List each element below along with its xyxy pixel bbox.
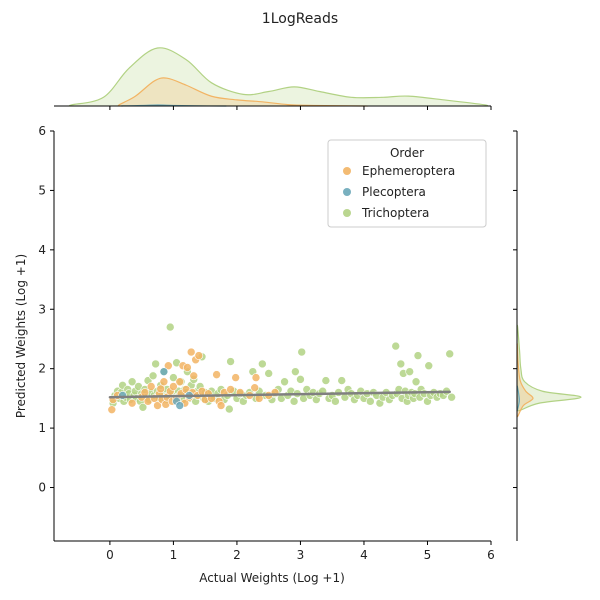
axes: 0 1 2 3 4 5 6 0 1 2 3 4 5 6 [38,124,494,562]
data-point-ephemeroptera [156,384,166,394]
legend-label-trichoptera: Trichoptera [361,206,429,220]
data-point-trichoptera [445,349,455,359]
y-tick-label: 0 [38,481,46,495]
top-density-trichoptera [68,47,489,107]
legend-marker-plecoptera [343,188,351,196]
data-point-ephemeroptera [175,377,185,387]
data-point-trichoptera [264,369,273,378]
legend-label-plecoptera: Plecoptera [362,185,426,199]
x-tick-label: 1 [170,548,178,562]
legend-title: Order [390,146,424,160]
data-point-trichoptera [396,359,406,369]
y-tick-label: 6 [38,124,46,138]
data-point-trichoptera [297,347,307,357]
y-tick-label: 5 [38,183,46,197]
legend-marker-ephemeroptera [343,167,351,175]
scatter-points [107,322,456,414]
x-tick-label: 2 [233,548,241,562]
x-tick-label: 3 [297,548,305,562]
data-point-trichoptera [165,322,175,332]
data-point-ephemeroptera [127,398,137,408]
top-density-ephemeroptera [117,77,369,107]
legend-label-ephemeroptera: Ephemeroptera [362,164,455,178]
data-point-plecoptera [159,367,169,376]
data-point-ephemeroptera [159,377,169,387]
data-point-ephemeroptera [186,347,196,357]
data-point-ephemeroptera [164,361,173,371]
data-point-trichoptera [289,397,299,406]
data-point-trichoptera [296,375,305,384]
legend-box [327,139,487,228]
data-point-trichoptera [321,376,331,385]
data-point-trichoptera [366,397,375,406]
data-point-trichoptera [424,361,434,371]
right-marginal-density [513,130,582,541]
data-point-trichoptera [337,376,347,385]
data-point-ephemeroptera [146,382,156,391]
data-point-ephemeroptera [169,382,178,391]
data-point-trichoptera [447,392,456,402]
chart-title: 1LogReads [262,11,338,27]
data-point-trichoptera [148,371,158,381]
regression-line [108,390,451,399]
top-marginal-density [54,47,492,110]
data-point-ephemeroptera [194,351,204,360]
data-point-trichoptera [280,377,289,387]
data-point-ephemeroptera [140,388,150,397]
data-point-ephemeroptera [189,371,199,381]
data-point-trichoptera [405,367,414,376]
data-point-trichoptera [127,377,137,387]
y-axis-label: Predicted Weights (Log +1) [14,254,28,418]
data-point-trichoptera [169,373,178,382]
scatter-plot-area: 0 1 2 3 4 5 6 0 1 2 3 4 5 6 [38,124,494,562]
x-tick-label: 5 [424,548,432,562]
data-point-trichoptera [225,404,234,414]
data-point-trichoptera [413,351,423,360]
data-point-ephemeroptera [231,373,240,382]
x-axis-label: Actual Weights (Log +1) [199,571,345,585]
data-point-ephemeroptera [226,385,235,394]
data-point-trichoptera [151,359,160,369]
regression-line-group [108,390,451,399]
legend: Order Ephemeroptera Plecoptera Trichoptera [327,139,487,228]
y-tick-label: 1 [38,421,46,435]
data-point-ephemeroptera [251,373,261,382]
data-point-trichoptera [391,341,401,351]
data-point-ephemeroptera [183,363,192,372]
data-point-plecoptera [175,401,185,410]
x-tick-label: 6 [487,548,495,562]
data-point-ephemeroptera [153,401,162,410]
data-point-trichoptera [258,359,267,369]
y-tick-label: 4 [38,243,46,257]
data-point-trichoptera [291,367,300,376]
data-point-ephemeroptera [216,401,226,410]
data-point-trichoptera [138,403,148,412]
right-density-trichoptera [516,324,582,412]
legend-marker-trichoptera [343,209,351,217]
y-tick-label: 2 [38,362,46,376]
y-tick-label: 3 [38,302,46,316]
x-tick-label: 4 [360,548,368,562]
data-point-trichoptera [331,397,340,406]
x-tick-label: 0 [106,548,114,562]
data-point-trichoptera [226,357,235,366]
data-point-ephemeroptera [250,383,260,392]
data-point-trichoptera [411,377,421,387]
data-point-ephemeroptera [107,405,117,414]
data-point-ephemeroptera [212,370,221,379]
